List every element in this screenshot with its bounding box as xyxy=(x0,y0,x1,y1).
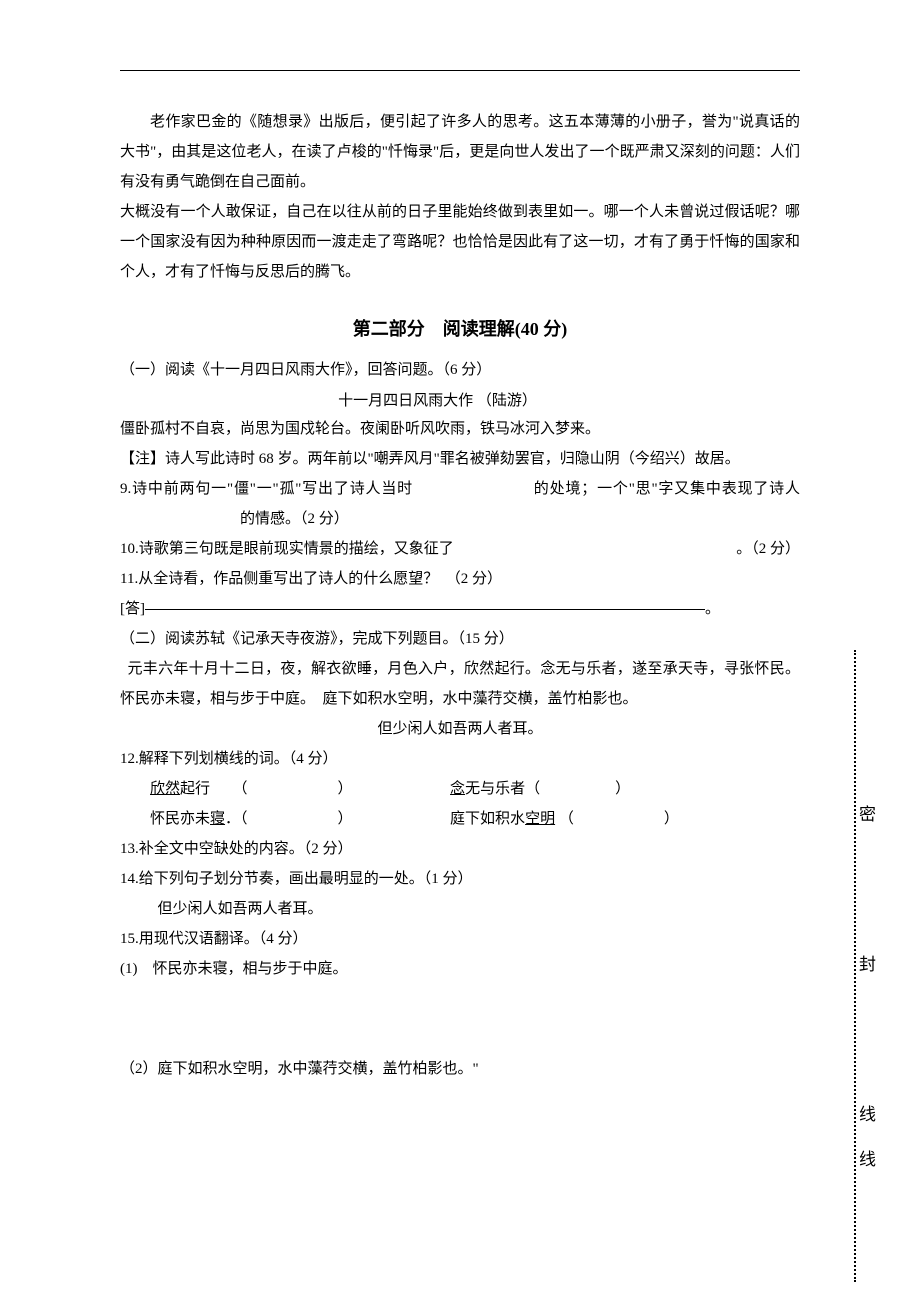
binding-dotted-line xyxy=(854,650,856,1282)
q12-row-1: 欣然起行 （ ） 念无与乐者（ ） xyxy=(120,774,800,804)
q9-part-c: 的情感。（2 分） xyxy=(240,511,349,527)
q12-item-1-underline: 欣然 xyxy=(150,781,180,797)
question-11: 11.从全诗看，作品侧重写出了诗人的什么愿望？ （2 分） xyxy=(120,564,800,594)
question-10: 10.诗歌第三句既是眼前现实情景的描绘，又象征了 。（2 分） xyxy=(120,534,800,564)
question-12: 12.解释下列划横线的词。（4 分） xyxy=(120,744,800,774)
q15-item-2: （2）庭下如积水空明，水中藻荇交横，盖竹柏影也。" xyxy=(120,1054,800,1084)
q15-item-1: (1) 怀民亦未寝，相与步于中庭。 xyxy=(120,954,800,984)
intro-paragraph-1: 老作家巴金的《随想录》出版后，便引起了许多人的思考。这五本薄薄的小册子，誉为"说… xyxy=(120,107,800,197)
q12-item-4-paren: （ ） xyxy=(555,811,679,827)
passage-body-2: 但少闲人如吾两人者耳。 xyxy=(120,714,800,744)
margin-char-xian-2: 线 xyxy=(859,1145,876,1170)
q12-item-2-underline: 念 xyxy=(450,781,465,797)
question-13: 13.补全文中空缺处的内容。（2 分） xyxy=(120,834,800,864)
page-container: 老作家巴金的《随想录》出版后，便引起了许多人的思考。这五本薄薄的小册子，誉为"说… xyxy=(0,0,920,1124)
q10-part-b: 。（2 分） xyxy=(736,534,800,564)
top-rule xyxy=(120,70,800,71)
margin-char-xian-1: 线 xyxy=(859,1100,876,1125)
margin-char-feng: 封 xyxy=(859,950,876,975)
poem-note: 【注】诗人写此诗时 68 岁。两年前以"嘲弄风月"罪名被弹劾罢官，归隐山阴（今绍… xyxy=(120,444,800,474)
q12-item-1-text: 起行 xyxy=(180,781,210,797)
q12-item-3-text: 怀民亦未 xyxy=(150,811,210,827)
question-14: 14.给下列句子划分节奏，画出最明显的一处。（1 分） xyxy=(120,864,800,894)
question-15: 15.用现代汉语翻译。（4 分） xyxy=(120,924,800,954)
answer-underline[interactable] xyxy=(145,609,705,610)
q10-part-a: 10.诗歌第三句既是眼前现实情景的描绘，又象征了 xyxy=(120,541,454,557)
q12-item-3-underline: 寝 xyxy=(210,811,225,827)
q9-part-b: 的处境；一个"思"字又集中表现了诗人 xyxy=(533,481,800,497)
answer-label: [答] xyxy=(120,601,145,617)
sub2-heading: （二）阅读苏轼《记承天寺夜游》，完成下列题目。（15 分） xyxy=(120,624,800,654)
passage-body-1: 元丰六年十月十二日，夜，解衣欲睡，月色入户，欣然起行。念无与乐者，遂至承天寺，寻… xyxy=(120,654,800,714)
q12-item-4-underline: 空明 xyxy=(525,811,555,827)
q12-item-3-dot: ．（ ） xyxy=(225,811,450,827)
intro-paragraph-2: 大概没有一个人敢保证，自己在以往从前的日子里能始终做到表里如一。哪一个人未曾说过… xyxy=(120,197,800,287)
q9-part-a: 9.诗中前两句一"僵"一"孤"写出了诗人当时 xyxy=(120,481,413,497)
sub1-heading: （一）阅读《十一月四日风雨大作》，回答问题。（6 分） xyxy=(120,355,800,385)
q12-row-2: 怀民亦未寝．（ ） 庭下如积水空明 （ ） xyxy=(120,804,800,834)
question-9: 9.诗中前两句一"僵"一"孤"写出了诗人当时 的处境；一个"思"字又集中表现了诗人… xyxy=(120,474,800,534)
answer-end: 。 xyxy=(705,601,720,617)
margin-char-mi: 密 xyxy=(859,800,876,825)
answer-line: [答] 。 xyxy=(120,594,800,624)
spacer xyxy=(120,984,800,1054)
section-2-title: 第二部分 阅读理解(40 分) xyxy=(120,315,800,341)
q12-item-4-text: 庭下如积水 xyxy=(450,811,525,827)
poem-body: 僵卧孤村不自哀，尚思为国戍轮台。夜阑卧听风吹雨，铁马冰河入梦来。 xyxy=(120,414,800,444)
poem-title: 十一月四日风雨大作 （陆游） xyxy=(120,389,800,410)
q12-item-2-text: 无与乐者（ ） xyxy=(465,781,630,797)
q14-sentence: 但少闲人如吾两人者耳。 xyxy=(120,894,800,924)
